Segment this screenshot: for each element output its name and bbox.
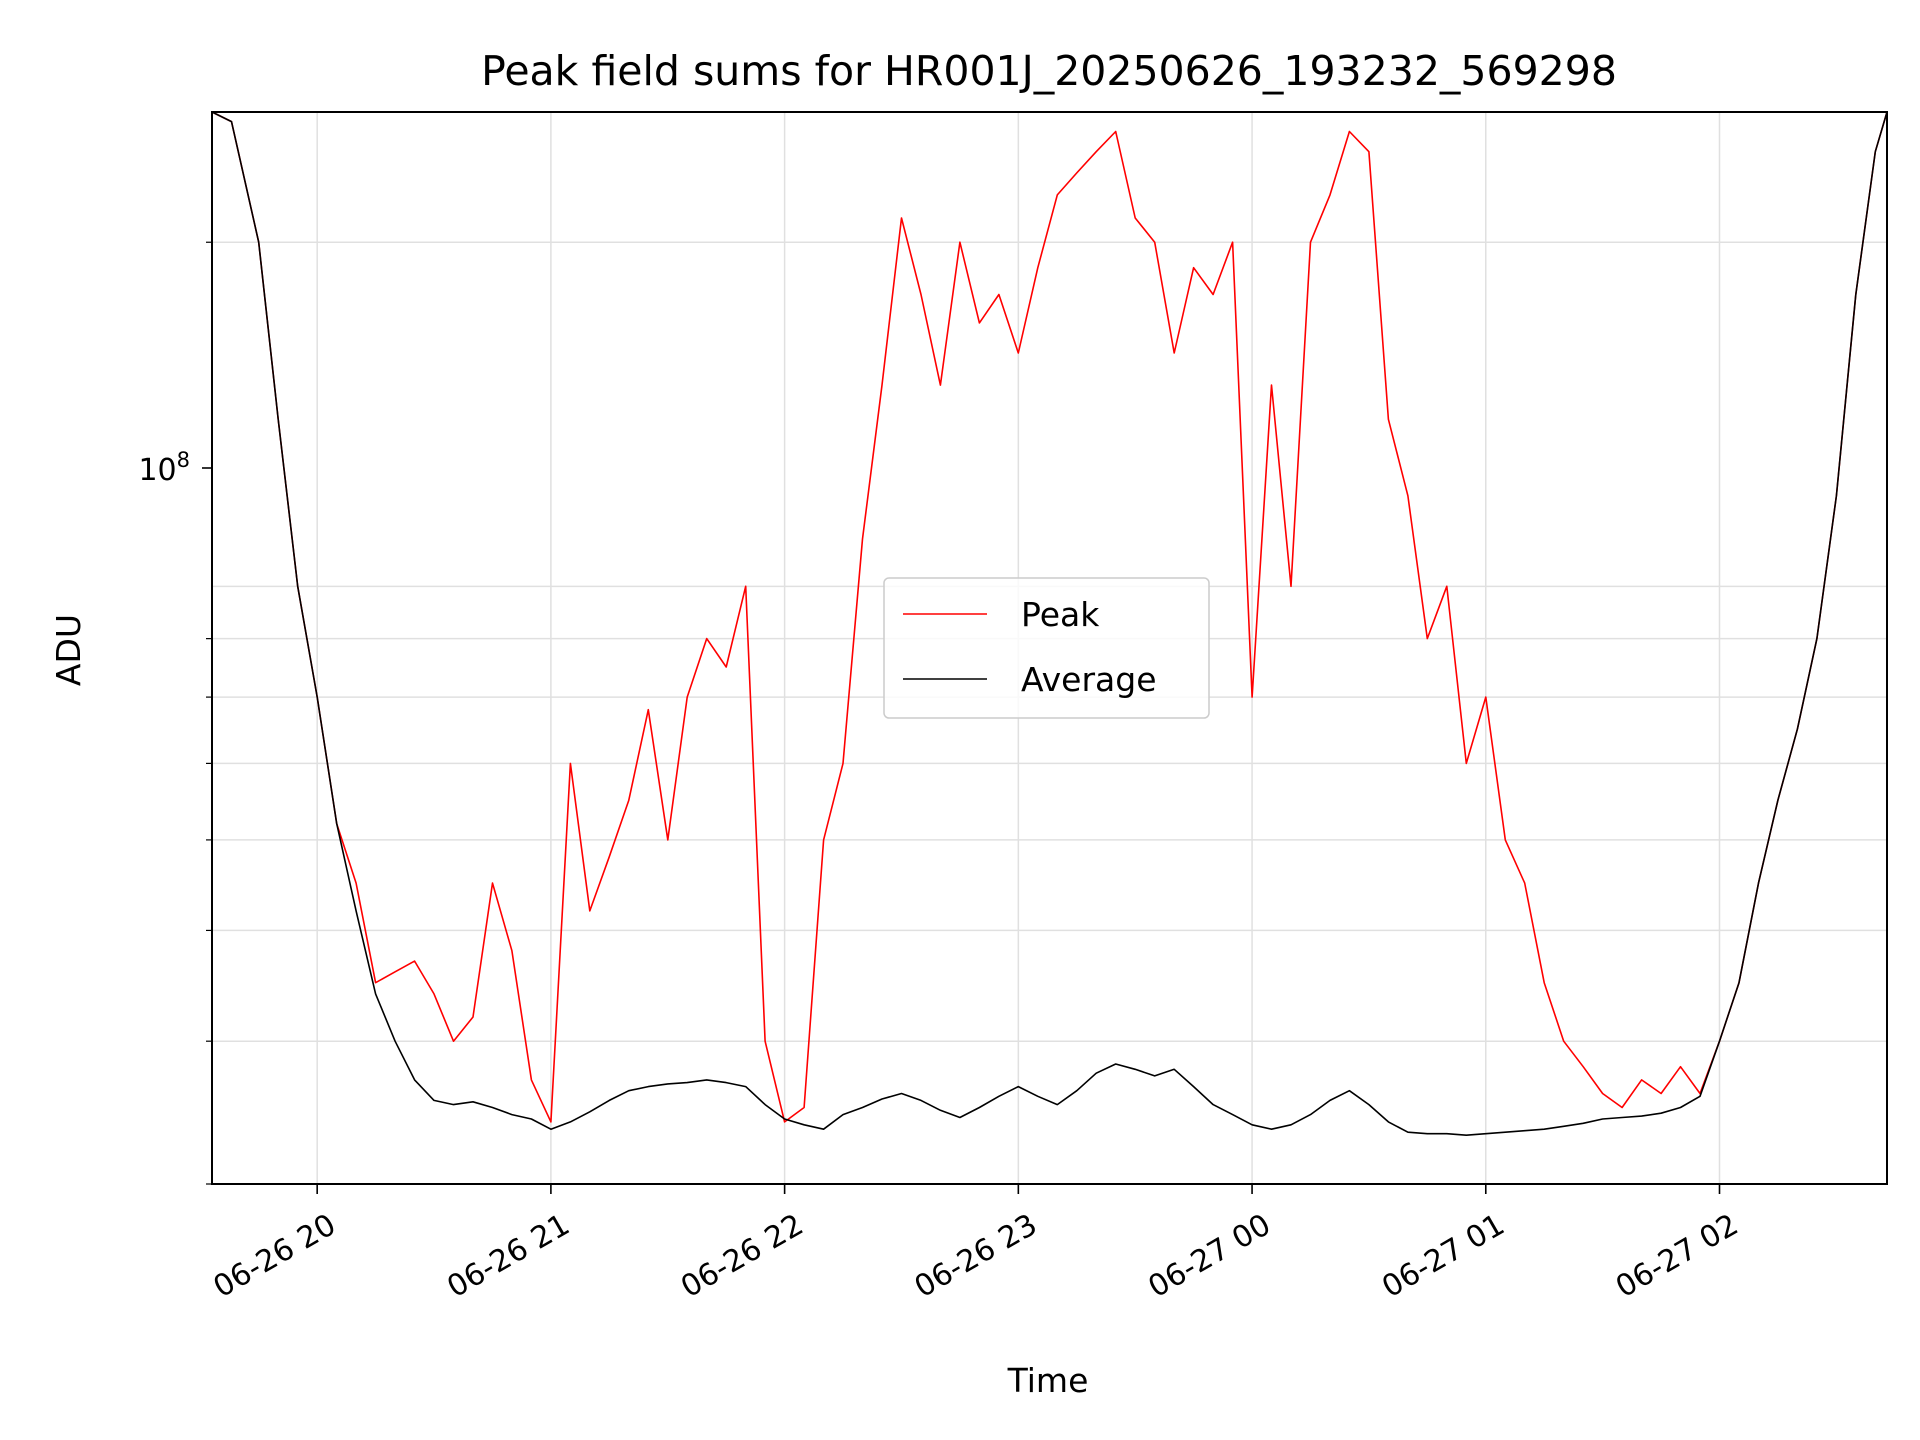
legend-label-peak: Peak: [1021, 595, 1100, 634]
series-layer: [211, 111, 1888, 1136]
y-axis-minor-ticks: [206, 241, 212, 1185]
legend: Peak Average: [883, 577, 1210, 719]
y-axis-ticks: 108: [138, 448, 212, 488]
y-tick-label-1e8: 108: [138, 448, 190, 488]
legend-box: [883, 577, 1210, 719]
plot-area-frame: [211, 111, 1888, 1185]
x-axis-label: Time: [1007, 1361, 1089, 1400]
chart-title: Peak field sums for HR001J_20250626_1932…: [481, 47, 1617, 95]
series-line-average: [211, 111, 1888, 1136]
y-axis-label: ADU: [49, 614, 88, 686]
series-line-peak: [211, 111, 1888, 1123]
legend-label-average: Average: [1021, 660, 1157, 699]
